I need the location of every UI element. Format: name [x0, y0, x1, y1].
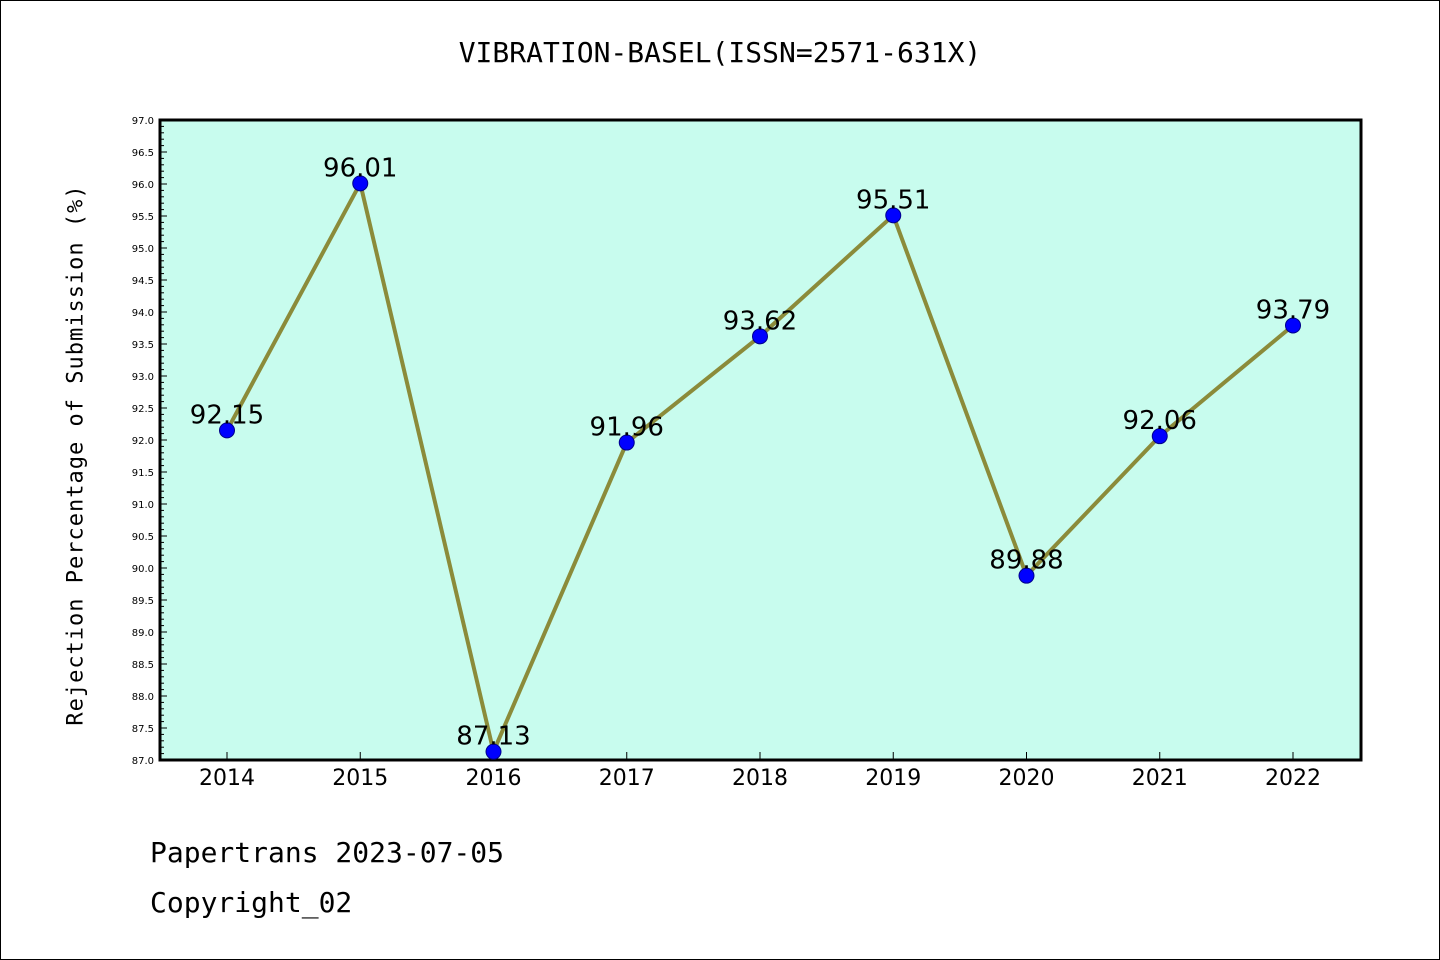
data-point [618, 434, 635, 451]
footer-copyright: Copyright_02 [150, 886, 353, 919]
data-label: 93.62 [723, 306, 797, 336]
y-tick-label: 89.0 [132, 628, 154, 639]
x-tick-label: 2022 [1265, 766, 1321, 791]
data-point [485, 743, 502, 760]
data-point [885, 207, 902, 224]
data-labels-group: 92.15 96.01 87.13 91.96 93.62 95.51 89.88 92.06… [190, 153, 1330, 751]
data-point [1018, 567, 1035, 584]
y-tick-label: 91.5 [132, 468, 154, 479]
x-tick-label: 2020 [999, 766, 1055, 791]
y-tick-label: 91.0 [132, 500, 154, 511]
data-label: 91.96 [590, 413, 664, 443]
data-point [352, 175, 369, 192]
y-tick-label: 96.5 [132, 148, 154, 159]
x-tick-label: 2021 [1132, 766, 1188, 791]
data-label: 92.06 [1123, 406, 1197, 436]
y-tick-label: 89.5 [132, 596, 154, 607]
y-tick-label: 90.5 [132, 532, 154, 543]
y-tick-label: 97.0 [132, 116, 154, 127]
y-axis-ticks: 87.0 87.5 88.0 88.5 89.0 89.5 90.0 90.5 91.0 91.5… [132, 116, 167, 767]
data-point [1151, 428, 1168, 445]
x-axis-ticks: 2014 2015 2016 2017 2018 2019 2020 2021 2022 [199, 752, 1321, 791]
x-tick-label: 2018 [732, 766, 788, 791]
plot-area [158, 118, 1363, 762]
y-tick-label: 94.5 [132, 276, 154, 287]
data-points-group [219, 175, 1301, 760]
data-label: 93.79 [1256, 295, 1330, 325]
y-tick-label: 88.0 [132, 692, 154, 703]
y-tick-label: 95.5 [132, 212, 154, 223]
y-tick-label: 87.5 [132, 724, 154, 735]
x-tick-label: 2017 [599, 766, 655, 791]
data-label: 95.51 [856, 185, 930, 215]
y-tick-label: 93.5 [132, 340, 154, 351]
x-tick-label: 2019 [865, 766, 921, 791]
data-point [219, 422, 235, 439]
y-tick-label: 92.5 [132, 404, 154, 415]
x-tick-label: 2016 [466, 766, 522, 791]
y-tick-label: 90.0 [132, 564, 154, 575]
y-tick-label: 94.0 [132, 308, 154, 319]
data-label: 92.15 [190, 400, 264, 430]
data-label: 96.01 [323, 153, 397, 183]
y-tick-label: 88.5 [132, 660, 154, 671]
data-point [1285, 317, 1301, 334]
y-tick-label: 92.0 [132, 436, 154, 447]
y-tick-label: 93.0 [132, 372, 154, 383]
data-label: 87.13 [456, 722, 530, 752]
x-tick-label: 2015 [332, 766, 388, 791]
y-tick-label: 87.0 [132, 756, 154, 767]
footer-date: Papertrans 2023-07-05 [150, 836, 505, 869]
y-tick-label: 96.0 [132, 180, 154, 191]
chart-title: VIBRATION-BASEL(ISSN=2571-631X) [458, 36, 982, 69]
data-label: 89.88 [989, 546, 1063, 576]
y-tick-label: 95.0 [132, 244, 154, 255]
data-point [752, 328, 768, 345]
x-tick-label: 2014 [199, 766, 255, 791]
